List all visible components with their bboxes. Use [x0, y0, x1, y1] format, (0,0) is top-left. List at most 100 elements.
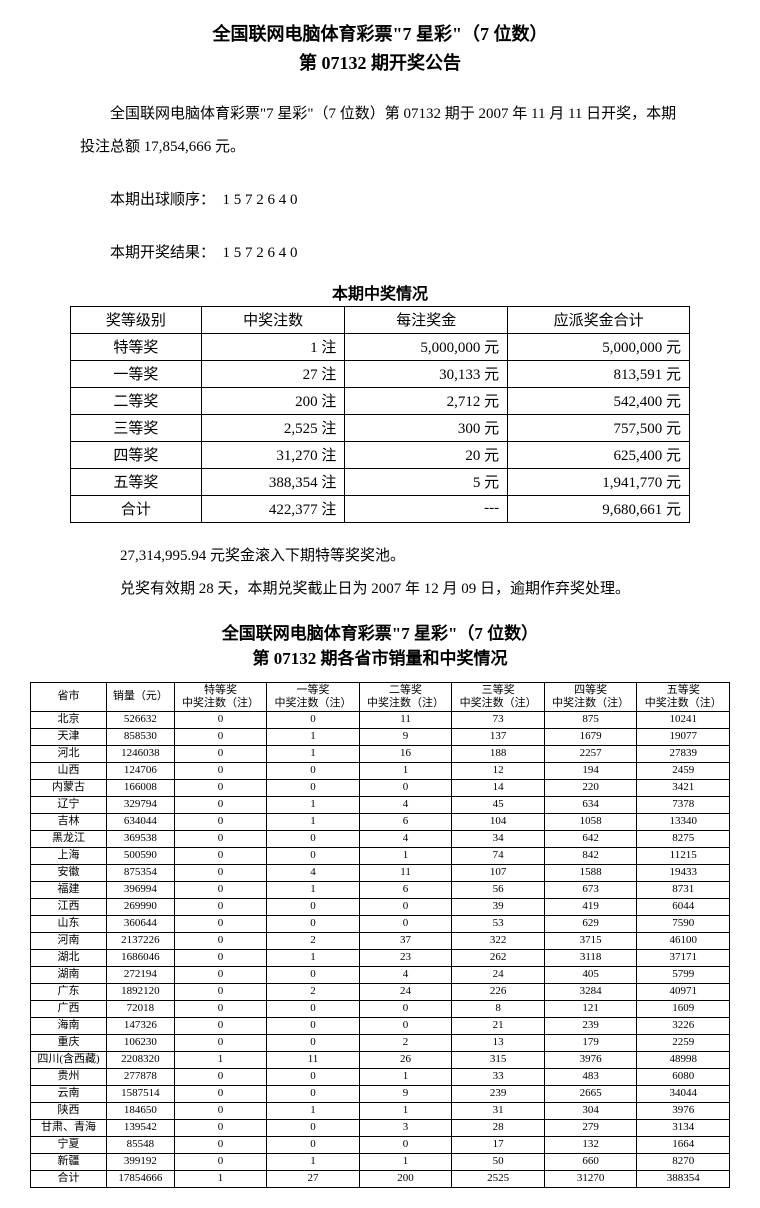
prize-caption: 本期中奖情况 — [30, 280, 730, 304]
value-cell: 5799 — [637, 966, 730, 983]
value-cell: 1 — [174, 1051, 267, 1068]
province-cell: 安徽 — [31, 864, 107, 881]
value-cell: 46100 — [637, 932, 730, 949]
prize-total: 757,500 元 — [508, 414, 690, 441]
value-cell: 1 — [267, 949, 360, 966]
value-cell: 1679 — [544, 728, 637, 745]
sales-header: 销量（元） — [106, 682, 174, 711]
value-cell: 13 — [452, 1034, 545, 1051]
value-cell: 8 — [452, 1000, 545, 1017]
value-cell: 11 — [359, 711, 452, 728]
value-cell: 0 — [174, 915, 267, 932]
value-cell: 11 — [267, 1051, 360, 1068]
province-cell: 山东 — [31, 915, 107, 932]
value-cell: 875 — [544, 711, 637, 728]
value-cell: 37171 — [637, 949, 730, 966]
value-cell: 179 — [544, 1034, 637, 1051]
value-cell: 39 — [452, 898, 545, 915]
value-cell: 72018 — [106, 1000, 174, 1017]
value-cell: 1 — [267, 1153, 360, 1170]
value-cell: 2259 — [637, 1034, 730, 1051]
value-cell: 329794 — [106, 796, 174, 813]
value-cell: 360644 — [106, 915, 174, 932]
sales-row: 安徽8753540411107158819433 — [31, 864, 730, 881]
value-cell: 19433 — [637, 864, 730, 881]
value-cell: 0 — [267, 1000, 360, 1017]
prize-row: 合计422,377 注---9,680,661 元 — [71, 495, 690, 522]
value-cell: 3421 — [637, 779, 730, 796]
value-cell: 0 — [359, 1000, 452, 1017]
prize-row: 特等奖1 注5,000,000 元5,000,000 元 — [71, 333, 690, 360]
value-cell: 11 — [359, 864, 452, 881]
title2-line1: 全国联网电脑体育彩票"7 星彩"（7 位数） — [30, 621, 730, 647]
value-cell: 3118 — [544, 949, 637, 966]
value-cell: 10241 — [637, 711, 730, 728]
prize-table: 奖等级别 中奖注数 每注奖金 应派奖金合计 特等奖1 注5,000,000 元5… — [70, 306, 690, 523]
value-cell: 1 — [359, 1102, 452, 1119]
title2-line2: 第 07132 期各省市销量和中奖情况 — [30, 646, 730, 672]
value-cell: 399192 — [106, 1153, 174, 1170]
section2-title: 全国联网电脑体育彩票"7 星彩"（7 位数） 第 07132 期各省市销量和中奖… — [30, 621, 730, 672]
sales-row: 海南147326000212393226 — [31, 1017, 730, 1034]
value-cell: 0 — [267, 1085, 360, 1102]
value-cell: 107 — [452, 864, 545, 881]
value-cell: 405 — [544, 966, 637, 983]
value-cell: 2137226 — [106, 932, 174, 949]
province-cell: 广西 — [31, 1000, 107, 1017]
sales-row: 湖北16860460123262311837171 — [31, 949, 730, 966]
value-cell: 0 — [359, 1136, 452, 1153]
prize-total: 625,400 元 — [508, 441, 690, 468]
value-cell: 45 — [452, 796, 545, 813]
value-cell: 315 — [452, 1051, 545, 1068]
prize-row: 三等奖2,525 注300 元757,500 元 — [71, 414, 690, 441]
value-cell: 2 — [267, 932, 360, 949]
prize-count: 31,270 注 — [201, 441, 345, 468]
value-cell: 6044 — [637, 898, 730, 915]
prize-level: 合计 — [71, 495, 202, 522]
prize-total: 542,400 元 — [508, 387, 690, 414]
sales-header: 特等奖中奖注数（注） — [174, 682, 267, 711]
value-cell: 277878 — [106, 1068, 174, 1085]
prize-total: 1,941,770 元 — [508, 468, 690, 495]
prize-per: 20 元 — [345, 441, 508, 468]
sales-row: 甘肃、青海139542003282793134 — [31, 1119, 730, 1136]
value-cell: 0 — [174, 711, 267, 728]
value-cell: 660 — [544, 1153, 637, 1170]
value-cell: 842 — [544, 847, 637, 864]
value-cell: 3976 — [544, 1051, 637, 1068]
value-cell: 85548 — [106, 1136, 174, 1153]
value-cell: 369538 — [106, 830, 174, 847]
value-cell: 279 — [544, 1119, 637, 1136]
draw-result: 本期开奖结果： 1 5 7 2 6 4 0 — [110, 237, 680, 270]
province-cell: 广东 — [31, 983, 107, 1000]
value-cell: 642 — [544, 830, 637, 847]
value-cell: 21 — [452, 1017, 545, 1034]
value-cell: 0 — [174, 1000, 267, 1017]
value-cell: 1 — [267, 881, 360, 898]
sales-header: 一等奖中奖注数（注） — [267, 682, 360, 711]
value-cell: 73 — [452, 711, 545, 728]
value-cell: 220 — [544, 779, 637, 796]
prize-level: 四等奖 — [71, 441, 202, 468]
value-cell: 1686046 — [106, 949, 174, 966]
value-cell: 0 — [174, 813, 267, 830]
sales-row: 辽宁329794014456347378 — [31, 796, 730, 813]
value-cell: 8731 — [637, 881, 730, 898]
value-cell: 137 — [452, 728, 545, 745]
province-cell: 江西 — [31, 898, 107, 915]
value-cell: 0 — [174, 898, 267, 915]
sales-header: 二等奖中奖注数（注） — [359, 682, 452, 711]
province-cell: 北京 — [31, 711, 107, 728]
prize-row: 五等奖388,354 注5 元1,941,770 元 — [71, 468, 690, 495]
value-cell: 0 — [174, 830, 267, 847]
value-cell: 262 — [452, 949, 545, 966]
value-cell: 166008 — [106, 779, 174, 796]
value-cell: 269990 — [106, 898, 174, 915]
sales-row: 上海5005900017484211215 — [31, 847, 730, 864]
value-cell: 6 — [359, 881, 452, 898]
value-cell: 3976 — [637, 1102, 730, 1119]
value-cell: 0 — [174, 966, 267, 983]
value-cell: 0 — [174, 728, 267, 745]
value-cell: 4 — [359, 966, 452, 983]
value-cell: 3715 — [544, 932, 637, 949]
